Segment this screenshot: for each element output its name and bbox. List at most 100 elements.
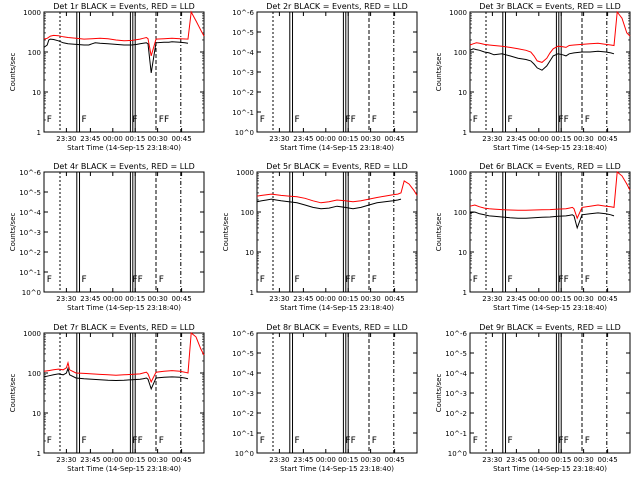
y-tick-label: 10^0 <box>22 289 41 297</box>
plot-frame <box>256 11 418 133</box>
flag-label: F <box>82 115 87 125</box>
flag-label: F <box>47 275 52 285</box>
plot-frame <box>43 332 205 454</box>
flag-label: F <box>82 436 87 446</box>
y-axis-label: Counts/sec <box>222 213 230 252</box>
y-tick-label: 10^-1 <box>232 430 254 438</box>
x-tick-label: 00:15 <box>338 456 358 464</box>
panel-det-5: Det 5r BLACK = Events, RED = LLD 1 10 100 10… <box>222 162 418 312</box>
y-tick-label: 10^-1 <box>19 269 41 277</box>
x-tick-label: 23:45 <box>293 135 313 143</box>
x-tick-label: 00:45 <box>385 135 405 143</box>
panel-title: Det 7r BLACK = Events, RED = LLD <box>53 323 195 332</box>
panel-title: Det 1r BLACK = Events, RED = LLD <box>53 2 195 11</box>
y-tick-label: 10^-1 <box>232 109 254 117</box>
y-tick-label: 10^-4 <box>445 370 467 378</box>
x-tick-label: 00:00 <box>316 295 336 303</box>
flag-label: FF <box>558 436 568 446</box>
x-tick-label: 00:00 <box>103 295 123 303</box>
x-tick-label: 00:45 <box>598 295 618 303</box>
x-tick-label: 23:30 <box>269 295 289 303</box>
flag-label: F <box>82 275 87 285</box>
x-tick-label: 00:15 <box>551 456 571 464</box>
x-tick-label: 00:45 <box>598 456 618 464</box>
flag-label: F <box>47 436 52 446</box>
plot-frame <box>469 332 631 454</box>
y-tick-label: 100 <box>28 370 41 378</box>
flag-label: FF <box>159 115 169 125</box>
y-tick-label: 10^0 <box>235 129 254 137</box>
x-tick-label: 00:30 <box>574 456 594 464</box>
y-tick-label: 1000 <box>23 330 41 338</box>
y-tick-label: 10^-4 <box>19 209 41 217</box>
x-tick-label: 00:15 <box>125 295 145 303</box>
x-tick-label: 00:45 <box>172 456 192 464</box>
x-tick-label: 23:30 <box>56 135 76 143</box>
events-series-line <box>469 48 615 71</box>
flag-label: F <box>473 275 478 285</box>
x-tick-label: 23:45 <box>80 456 100 464</box>
y-tick-label: 10^-3 <box>232 390 254 398</box>
x-tick-label: 00:15 <box>338 135 358 143</box>
y-tick-label: 1 <box>463 289 467 297</box>
panel-title: Det 8r BLACK = Events, RED = LLD <box>266 323 408 332</box>
y-tick-label: 1 <box>463 129 467 137</box>
x-tick-label: 00:00 <box>103 135 123 143</box>
flag-label: F <box>260 115 265 125</box>
y-tick-label: 1000 <box>236 169 254 177</box>
x-axis-label: Start Time (14-Sep-15 23:18:40) <box>280 304 394 312</box>
y-tick-label: 10 <box>32 89 41 97</box>
lld-series-line <box>43 332 205 384</box>
y-tick-label: 10^-6 <box>232 330 254 338</box>
x-tick-label: 00:45 <box>385 456 405 464</box>
y-tick-label: 10 <box>458 89 467 97</box>
y-tick-label: 10^-3 <box>232 69 254 77</box>
x-tick-label: 00:00 <box>316 456 336 464</box>
panel-title: Det 9r BLACK = Events, RED = LLD <box>479 323 621 332</box>
panel-det-1: Det 1r BLACK = Events, RED = LLD 1 10 100 10… <box>9 2 205 152</box>
y-tick-label: 1 <box>37 450 41 458</box>
events-series-line <box>43 38 189 73</box>
flag-label: FF <box>345 275 355 285</box>
panel-title: Det 3r BLACK = Events, RED = LLD <box>479 2 621 11</box>
y-tick-label: 10^-1 <box>445 430 467 438</box>
x-tick-label: 00:30 <box>148 456 168 464</box>
events-series-line <box>469 211 615 230</box>
lld-series-line <box>469 171 631 220</box>
panel-title: Det 4r BLACK = Events, RED = LLD <box>53 162 195 171</box>
flag-label: F <box>372 115 377 125</box>
y-axis-label: Counts/sec <box>435 213 443 252</box>
y-tick-label: 10^-2 <box>232 89 254 97</box>
x-tick-label: 23:30 <box>56 456 76 464</box>
lld-series-line <box>469 10 631 63</box>
flag-label: F <box>508 436 513 446</box>
y-tick-label: 10^-4 <box>232 370 254 378</box>
y-tick-label: 1000 <box>449 9 467 17</box>
x-tick-label: 23:45 <box>80 295 100 303</box>
flag-label: F <box>47 115 52 125</box>
x-axis-label: Start Time (14-Sep-15 23:18:40) <box>67 304 181 312</box>
x-tick-label: 00:45 <box>385 295 405 303</box>
y-tick-label: 100 <box>28 49 41 57</box>
x-tick-label: 23:45 <box>293 456 313 464</box>
lld-series-line <box>256 180 418 204</box>
x-tick-label: 00:15 <box>338 295 358 303</box>
x-tick-label: 23:45 <box>293 295 313 303</box>
flag-label: FF <box>345 115 355 125</box>
flag-label: F <box>159 436 164 446</box>
y-tick-label: 10^-3 <box>19 229 41 237</box>
x-tick-label: 00:30 <box>148 135 168 143</box>
y-tick-label: 1000 <box>23 9 41 17</box>
x-tick-label: 23:30 <box>269 135 289 143</box>
flag-label: FF <box>132 275 142 285</box>
plot-frame <box>469 171 631 293</box>
plot-frame <box>256 171 418 293</box>
x-tick-label: 00:00 <box>529 456 549 464</box>
x-tick-label: 00:30 <box>574 295 594 303</box>
flag-label: F <box>295 275 300 285</box>
x-tick-label: 00:45 <box>598 135 618 143</box>
plot-frame <box>469 11 631 133</box>
x-tick-label: 00:45 <box>172 135 192 143</box>
flag-label: F <box>473 115 478 125</box>
